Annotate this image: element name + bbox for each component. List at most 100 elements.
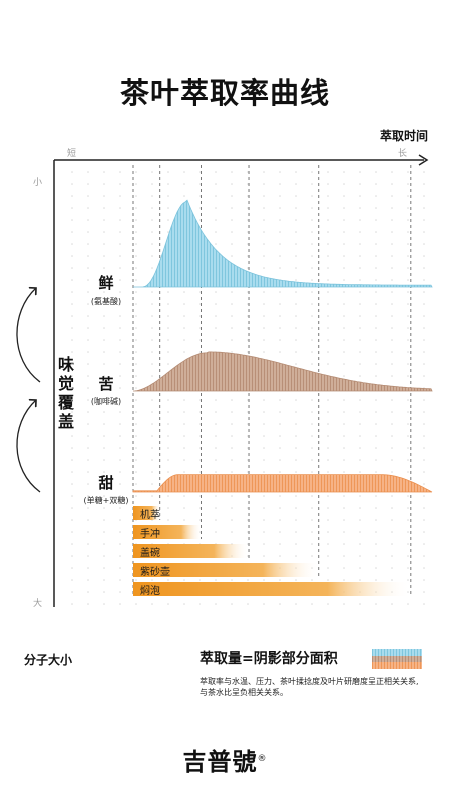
grid-dot xyxy=(295,243,297,245)
grid-dot xyxy=(407,495,409,497)
grid-dot xyxy=(375,375,377,377)
grid-dot xyxy=(359,351,361,353)
grid-dot xyxy=(87,603,89,605)
grid-dot xyxy=(279,471,281,473)
method-bar xyxy=(133,563,319,577)
grid-dot xyxy=(263,339,265,341)
grid-dot xyxy=(407,291,409,293)
legend-swatch-orange xyxy=(372,662,422,669)
grid-dot xyxy=(151,435,153,437)
grid-dot xyxy=(407,531,409,533)
grid-dot xyxy=(423,435,425,437)
grid-dot xyxy=(263,543,265,545)
grid-dot xyxy=(135,183,137,185)
grid-dot xyxy=(407,435,409,437)
grid-dot xyxy=(151,375,153,377)
grid-dot xyxy=(135,351,137,353)
grid-dot xyxy=(311,291,313,293)
grid-dot xyxy=(407,207,409,209)
grid-dot xyxy=(231,339,233,341)
grid-dot xyxy=(279,327,281,329)
grid-dot xyxy=(71,591,73,593)
grid-dot xyxy=(135,327,137,329)
grid-dot xyxy=(87,471,89,473)
grid-dot xyxy=(391,459,393,461)
grid-dot xyxy=(327,315,329,317)
grid-dot xyxy=(135,267,137,269)
grid-dot xyxy=(215,219,217,221)
grid-dot xyxy=(215,423,217,425)
grid-dot xyxy=(87,327,89,329)
grid-dot xyxy=(183,399,185,401)
grid-dot xyxy=(231,459,233,461)
grid-dot xyxy=(359,567,361,569)
grid-dot xyxy=(87,591,89,593)
grid-dot xyxy=(215,399,217,401)
grid-dot xyxy=(327,423,329,425)
grid-dot xyxy=(71,531,73,533)
grid-dot xyxy=(407,195,409,197)
grid-dot xyxy=(343,399,345,401)
grid-dot xyxy=(135,603,137,605)
grid-dot xyxy=(103,591,105,593)
grid-dot xyxy=(343,423,345,425)
grid-dot xyxy=(279,447,281,449)
grid-dot xyxy=(263,231,265,233)
curve-sublabel-fresh: (氨基酸) xyxy=(90,297,122,306)
grid-dot xyxy=(87,579,89,581)
grid-dot xyxy=(231,303,233,305)
grid-dot xyxy=(151,423,153,425)
grid-dot xyxy=(279,231,281,233)
grid-dot xyxy=(263,411,265,413)
grid-dot xyxy=(359,447,361,449)
grid-dot xyxy=(199,423,201,425)
grid-dot xyxy=(247,231,249,233)
grid-dot xyxy=(407,423,409,425)
grid-dot xyxy=(375,579,377,581)
grid-dot xyxy=(135,471,137,473)
grid-dot xyxy=(423,423,425,425)
grid-dot xyxy=(87,243,89,245)
grid-dot xyxy=(119,459,121,461)
grid-dot xyxy=(215,447,217,449)
grid-dot xyxy=(231,507,233,509)
grid-dot xyxy=(391,399,393,401)
grid-dot xyxy=(263,447,265,449)
grid-dot xyxy=(327,303,329,305)
grid-dot xyxy=(71,255,73,257)
method-label: 机萃 xyxy=(140,510,160,521)
grid-dot xyxy=(167,171,169,173)
grid-dot xyxy=(167,315,169,317)
grid-dot xyxy=(215,291,217,293)
grid-dot xyxy=(103,423,105,425)
grid-dot xyxy=(151,315,153,317)
grid-dot xyxy=(151,603,153,605)
grid-dot xyxy=(359,423,361,425)
grid-dot xyxy=(295,267,297,269)
grid-dot xyxy=(263,555,265,557)
grid-dot xyxy=(215,459,217,461)
grid-dot xyxy=(167,447,169,449)
grid-dot xyxy=(71,243,73,245)
grid-dot xyxy=(279,435,281,437)
grid-dot xyxy=(263,303,265,305)
grid-dot xyxy=(295,363,297,365)
grid-dot xyxy=(199,351,201,353)
grid-dot xyxy=(311,243,313,245)
grid-dot xyxy=(359,207,361,209)
grid-dot xyxy=(359,255,361,257)
grid-dot xyxy=(423,195,425,197)
grid-dot xyxy=(391,519,393,521)
grid-dot xyxy=(103,543,105,545)
grid-dot xyxy=(423,447,425,449)
grid-dot xyxy=(359,171,361,173)
grid-dot xyxy=(391,207,393,209)
grid-dot xyxy=(407,243,409,245)
grid-dot xyxy=(199,435,201,437)
grid-dot xyxy=(215,435,217,437)
grid-dot xyxy=(71,567,73,569)
grid-dot xyxy=(119,543,121,545)
grid-dot xyxy=(231,315,233,317)
grid-dot xyxy=(359,411,361,413)
grid-dot xyxy=(215,207,217,209)
